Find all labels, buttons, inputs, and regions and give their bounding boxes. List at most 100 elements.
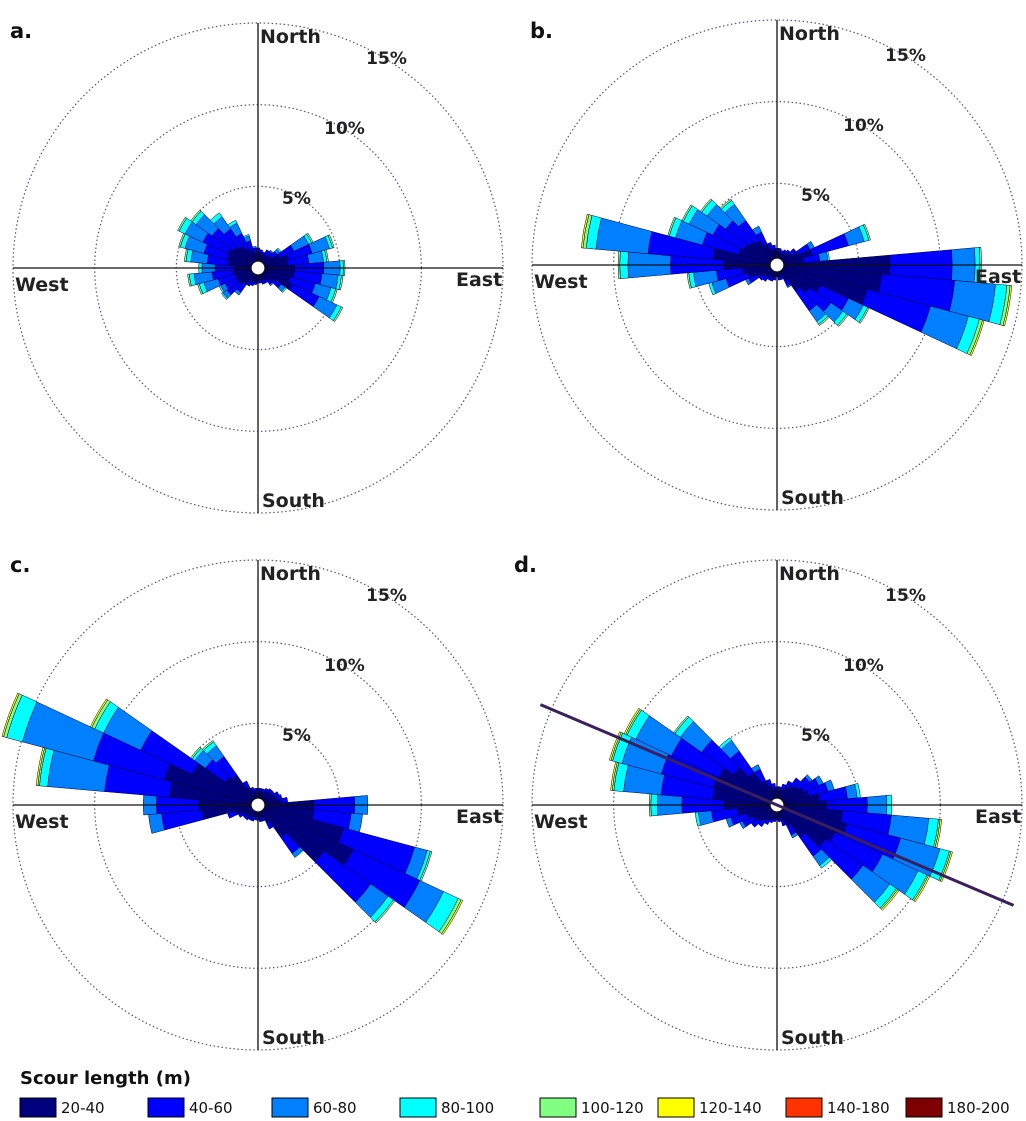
legend-label: 120-140	[699, 1099, 762, 1117]
panel-label: d.	[514, 553, 537, 577]
south-label: South	[262, 490, 325, 512]
rose-segment	[673, 715, 690, 734]
legend-item: 40-60	[147, 1097, 233, 1118]
rose-segment	[259, 249, 264, 254]
rose-segment	[880, 889, 900, 911]
rose-segment	[332, 306, 344, 323]
legend-title: Scour length (m)	[20, 1068, 191, 1089]
rose-panel: 5% 10% 15% North South East West c.	[1, 553, 504, 1051]
rose-segment	[777, 276, 782, 281]
east-label: East	[975, 266, 1021, 288]
rose-panels: 5% 10% 15% North South East West a. 5% 10% 15% Nort…	[1, 19, 1023, 1051]
rose-segment	[771, 783, 776, 790]
rose-segment	[221, 292, 228, 300]
legend-item: 100-120	[539, 1097, 644, 1118]
north-label: North	[260, 563, 321, 585]
south-label: South	[781, 1027, 844, 1049]
rose-segment	[837, 313, 849, 327]
rose-segment	[790, 831, 799, 839]
ring-label: 10%	[324, 119, 365, 139]
petals	[581, 198, 1013, 356]
center-hole	[250, 797, 266, 813]
rose-segment	[242, 234, 250, 239]
west-label: West	[15, 274, 69, 296]
legend: Scour length (m) 20-40 40-60 60-80 80-100 10…	[19, 1068, 1010, 1118]
rose-segment	[177, 216, 188, 232]
rose-segment	[1, 692, 20, 738]
rose-segment	[374, 899, 396, 924]
legend-item: 180-200	[905, 1097, 1010, 1118]
rose-segment	[777, 817, 782, 823]
petals	[1, 692, 464, 935]
ring-label: 15%	[885, 46, 926, 66]
legend-label: 40-60	[189, 1099, 233, 1117]
rose-segment	[765, 779, 773, 788]
west-label: West	[534, 811, 588, 833]
ring-label: 10%	[843, 116, 884, 136]
rose-segment	[771, 244, 776, 251]
rose-panel: 5% 10% 15% North South East West a.	[10, 19, 504, 514]
north-label: North	[779, 563, 840, 585]
ring-label: 15%	[366, 586, 407, 606]
rose-segment	[441, 899, 464, 935]
legend-swatch	[399, 1097, 437, 1118]
rose-segment	[781, 819, 787, 827]
rose-segment	[281, 286, 287, 293]
rose-segment	[623, 707, 641, 735]
panel-label: c.	[10, 553, 30, 577]
legend-item: 140-180	[785, 1097, 890, 1118]
rose-segment	[258, 817, 263, 823]
north-label: North	[260, 26, 321, 48]
rose-segment	[819, 856, 832, 869]
legend-label: 80-100	[441, 1099, 494, 1117]
legend-items: 20-40 40-60 60-80 80-100 100-120 120-140 140-1…	[19, 1097, 1010, 1118]
rose-segment	[700, 198, 713, 213]
west-label: West	[534, 271, 588, 293]
ring-label: 15%	[885, 586, 926, 606]
east-label: East	[975, 806, 1021, 828]
rose-segment	[327, 234, 335, 249]
legend-item: 120-140	[657, 1097, 762, 1118]
legend-swatch	[19, 1097, 57, 1118]
rose-segment	[766, 242, 773, 251]
ring-label: 5%	[282, 189, 311, 209]
rose-segment	[1002, 285, 1013, 327]
legend-item: 80-100	[399, 1097, 494, 1118]
ring-label: 5%	[801, 186, 830, 206]
center-hole	[250, 260, 266, 276]
legend-swatch	[539, 1097, 577, 1118]
legend-item: 20-40	[19, 1097, 105, 1118]
east-label: East	[456, 269, 502, 291]
rose-segment	[22, 701, 104, 762]
ring-label: 5%	[282, 726, 311, 746]
rose-segment	[89, 698, 109, 728]
rose-segment	[809, 233, 849, 256]
west-label: West	[15, 811, 69, 833]
rose-segment	[858, 306, 870, 324]
rose-segment	[338, 275, 344, 291]
legend-swatch	[905, 1097, 943, 1118]
north-label: North	[779, 23, 840, 45]
rose-segment	[269, 281, 274, 287]
rose-segment	[681, 204, 693, 222]
rose-segment	[719, 198, 733, 210]
rose-segment	[252, 246, 257, 249]
rose-segment	[266, 821, 274, 830]
ring-label: 10%	[843, 656, 884, 676]
rose-segment	[581, 213, 590, 249]
rose-segment	[595, 217, 653, 254]
legend-item: 60-80	[271, 1097, 357, 1118]
rose-segment	[201, 740, 215, 751]
center-hole	[769, 257, 785, 273]
rose-segment	[249, 786, 255, 792]
east-label: East	[456, 806, 502, 828]
ring-label: 15%	[366, 49, 407, 69]
legend-swatch	[785, 1097, 823, 1118]
panel-label: a.	[10, 19, 32, 43]
legend-label: 180-200	[947, 1099, 1010, 1117]
legend-label: 100-120	[581, 1099, 644, 1117]
rose-segment	[752, 225, 762, 236]
rose-segment	[862, 223, 871, 241]
legend-label: 60-80	[313, 1099, 357, 1117]
